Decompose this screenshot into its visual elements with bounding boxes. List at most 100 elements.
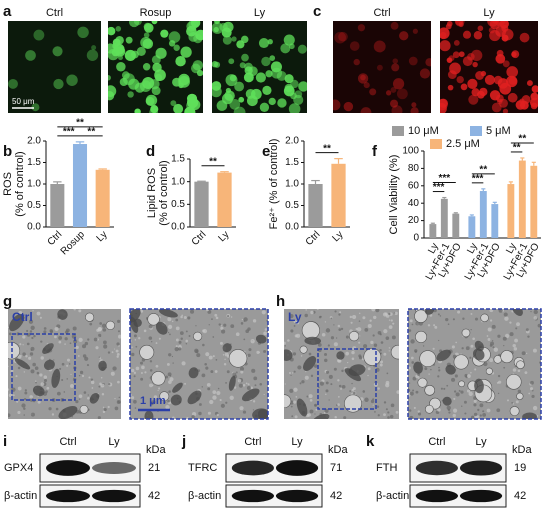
tem-grain	[133, 375, 136, 378]
blot-band	[46, 460, 90, 476]
y-tick-label: 0.0	[171, 222, 185, 233]
cell	[53, 78, 64, 90]
tem-grain	[134, 407, 137, 409]
tem-grain	[8, 332, 12, 336]
tem-grain	[337, 358, 342, 363]
tem-grain	[30, 325, 35, 330]
tem-grain	[143, 329, 147, 333]
significance-label: **	[76, 118, 84, 129]
tem-grain	[212, 390, 217, 395]
tem-grain	[77, 355, 80, 357]
cell	[472, 61, 478, 68]
lane-label: Ly	[108, 436, 120, 448]
tem-grain	[290, 374, 292, 377]
y-tick-label: 100	[402, 146, 419, 157]
tem-grain	[55, 407, 59, 411]
tem-grain	[504, 333, 510, 339]
tem-grain	[242, 384, 246, 387]
mitochondrion	[511, 309, 523, 316]
tem-grain	[88, 376, 91, 379]
tem-grain	[409, 391, 414, 396]
tem-grain	[377, 414, 380, 417]
cell	[511, 50, 520, 59]
tem-grain	[385, 314, 390, 318]
tem-grain	[396, 390, 399, 394]
tem-grain	[149, 360, 153, 363]
zoom-box	[317, 348, 377, 410]
tem-grain	[235, 371, 238, 374]
tem-grain	[448, 411, 451, 414]
cell	[502, 108, 509, 113]
tem-grain	[533, 309, 538, 315]
cell	[142, 63, 151, 71]
tem-grain	[117, 401, 120, 403]
tem-grain	[153, 395, 158, 399]
cell	[333, 99, 341, 111]
cell	[460, 83, 468, 91]
tem-grain	[383, 401, 387, 404]
tem-grain	[54, 335, 57, 339]
vacuole	[390, 344, 399, 360]
cell	[127, 91, 134, 98]
mitochondrion	[43, 359, 55, 371]
tem-grain	[99, 357, 102, 359]
tem-grain	[379, 363, 383, 367]
tem-grain	[513, 347, 518, 351]
tem-grain	[155, 342, 158, 345]
cell	[288, 43, 295, 50]
cell	[471, 88, 480, 97]
tem-grain	[239, 406, 244, 411]
blot-band	[459, 489, 503, 503]
tem-grain	[462, 317, 465, 320]
tem-grain	[178, 340, 182, 344]
cell	[188, 21, 199, 30]
tem-grain	[32, 310, 34, 312]
tem-grain	[264, 328, 268, 331]
tem-grain	[84, 356, 89, 361]
tem-grain	[180, 337, 183, 340]
cell	[357, 24, 366, 32]
legend-label: 10 μM	[408, 125, 439, 137]
tem-grain	[497, 334, 501, 338]
tem-grain	[293, 370, 296, 373]
tem-grain	[261, 310, 266, 315]
cell	[390, 21, 399, 30]
cell	[458, 22, 464, 28]
cell	[495, 25, 507, 37]
tem-grain	[158, 387, 161, 390]
cell	[419, 68, 431, 79]
tem-grain	[356, 327, 362, 332]
tem-grain	[220, 403, 225, 408]
tem-grain	[389, 414, 394, 419]
bar	[72, 144, 88, 227]
image-label: Ly	[254, 7, 266, 19]
tem-grain	[377, 387, 380, 390]
tem-grain	[470, 328, 472, 331]
tem-grain	[168, 390, 171, 393]
tem-grain	[451, 377, 456, 382]
tem-grain	[328, 374, 333, 379]
cell	[519, 32, 530, 43]
panel-label: j	[181, 433, 186, 450]
cell	[425, 58, 431, 67]
tem-grain	[385, 336, 390, 340]
tem-grain	[190, 309, 195, 314]
tem-grain	[358, 320, 361, 322]
tem-grain	[334, 416, 337, 419]
tem-grain	[87, 394, 89, 396]
tem-grain	[250, 386, 253, 390]
tem-grain	[171, 320, 174, 323]
kda-label: 42	[514, 490, 526, 502]
tem-grain	[417, 410, 420, 413]
tem-grain	[497, 392, 500, 395]
tem-grain	[237, 379, 242, 383]
cell	[408, 56, 418, 66]
bar	[491, 204, 499, 238]
tem-grain	[532, 405, 538, 411]
x-tick-label: Ctrl	[190, 229, 209, 248]
tem-grain	[98, 385, 101, 388]
tem-grain	[452, 318, 455, 321]
cell	[530, 92, 538, 101]
tem-grain	[438, 369, 441, 372]
cell	[491, 102, 502, 113]
